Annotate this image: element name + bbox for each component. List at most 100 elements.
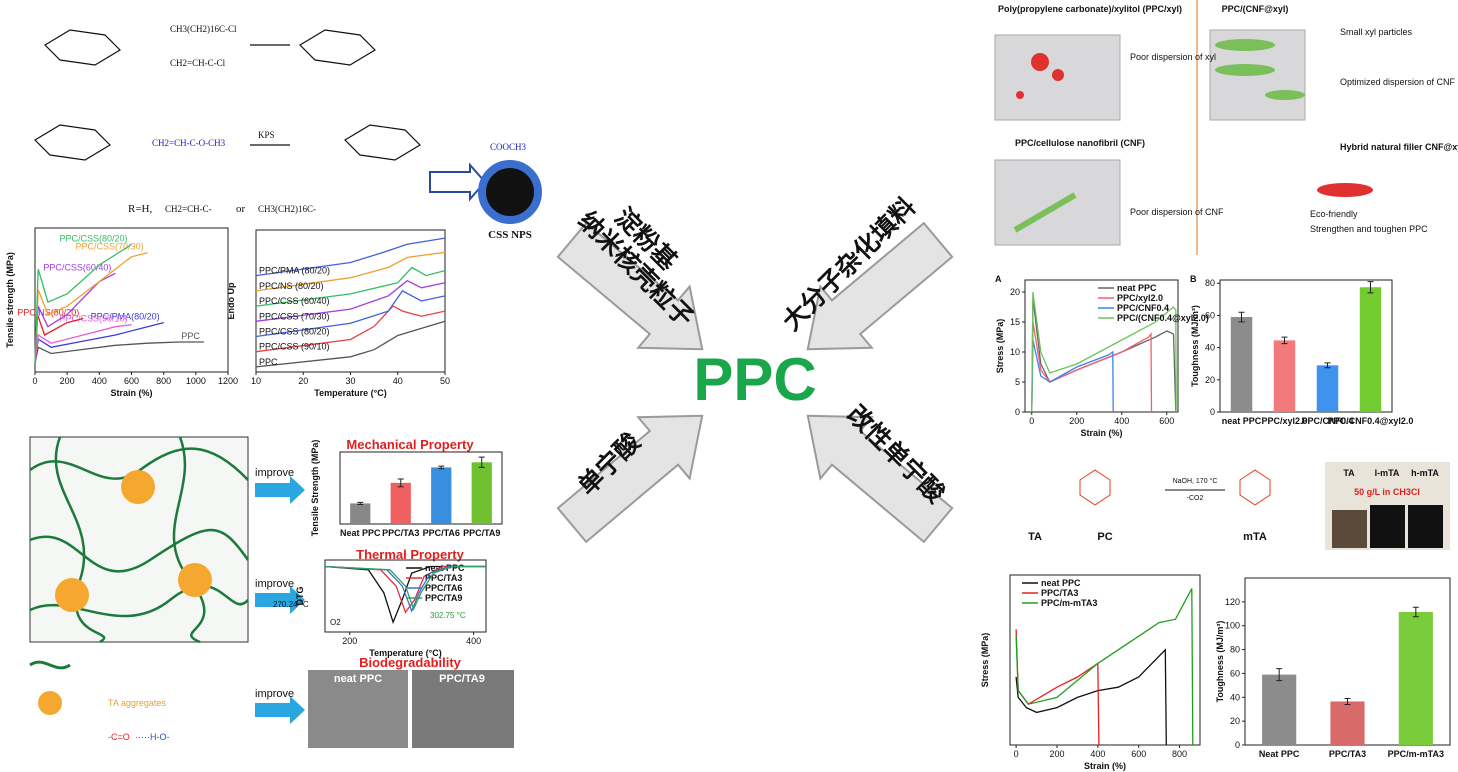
y-axis-label: Tensile strength (MPa) <box>5 252 15 348</box>
chem-scheme <box>34 29 487 202</box>
compound-label: PC <box>1097 531 1112 543</box>
y-axis-label: Tensile Strength (MPa) <box>310 440 320 537</box>
series-label: PPC/CSS(80/20) <box>59 233 127 243</box>
xyl-particle <box>1016 91 1024 99</box>
x-tick-label: Neat PPC <box>1259 749 1300 759</box>
y-tick-label: 10 <box>1010 347 1020 357</box>
reagent: COOCH3 <box>490 142 527 152</box>
series-label: PPC/CSS (80/20) <box>259 327 330 337</box>
improve-arrow <box>255 586 305 614</box>
note: Optimized dispersion of CNF <box>1340 77 1456 87</box>
r-group: R=H, <box>128 203 152 215</box>
y-tick-label: 0 <box>1015 407 1020 417</box>
plot-frame <box>1009 574 1201 746</box>
x-tick-label: PPC/CNF0.4@xyl2.0 <box>1328 416 1414 426</box>
x-tick-label: 600 <box>1131 749 1146 759</box>
y-tick-label: 80 <box>1205 278 1215 288</box>
x-tick-label: PPC/m-mTA3 <box>1388 749 1444 759</box>
note: Hybrid natural filler CNF@xyl <box>1340 142 1458 152</box>
xyl-particle <box>1031 53 1049 71</box>
chain-icon <box>29 660 71 670</box>
x-tick-label: 1200 <box>218 376 238 386</box>
error-bar <box>1281 336 1288 345</box>
x-tick-label: 400 <box>1114 416 1129 426</box>
plot-frame <box>339 451 503 525</box>
reagent: CH2=CH-C-Cl <box>170 58 226 68</box>
y-tick-label: 120 <box>1225 597 1240 607</box>
y-tick-label: 0 <box>1235 740 1240 750</box>
cnf <box>1013 192 1077 233</box>
xyl-particle <box>1052 69 1064 81</box>
improve-arrows <box>255 476 305 724</box>
improve-arrow <box>255 696 305 724</box>
x-tick-label: PPC/TA9 <box>463 528 500 538</box>
legend-label: PPC/TA3 <box>1041 588 1078 598</box>
series-line <box>34 243 132 364</box>
legend-label: PPC/TA3 <box>425 573 462 583</box>
y-tick-label: 20 <box>1230 716 1240 726</box>
error-bar <box>1238 311 1245 323</box>
bar <box>1230 317 1253 412</box>
series-label: PPC/CSS(60/40) <box>43 262 111 272</box>
error-bar <box>438 465 445 470</box>
series-line <box>1031 291 1177 413</box>
vial-label: TA <box>1343 468 1355 478</box>
annotation: O2 <box>330 618 341 627</box>
series-line <box>255 320 446 368</box>
x-axis-label: Strain (%) <box>1080 428 1122 438</box>
series-label: PPC <box>259 357 278 367</box>
x-tick-label: 600 <box>1159 416 1174 426</box>
sugar-ring <box>34 124 111 161</box>
vial-label: h-mTA <box>1411 468 1439 478</box>
improve-label: improve <box>255 688 294 700</box>
legend-label: neat PPC <box>1117 283 1157 293</box>
series-line <box>1015 629 1100 746</box>
series-label: PPC/CSS (90/10) <box>259 342 330 352</box>
network-box <box>29 436 249 643</box>
r-group: CH2=CH-C- <box>165 204 212 214</box>
y-axis-label: Endo Up <box>226 282 236 319</box>
x-tick-label: 30 <box>345 376 355 386</box>
annotation: 302.75 °C <box>430 611 466 620</box>
series-label: PPC/NS(80/20) <box>17 308 79 318</box>
annotation: 270.24 °C <box>273 600 309 609</box>
section-title: Biodegradability <box>359 655 462 670</box>
error-bar <box>1367 281 1374 294</box>
y-tick-label: 15 <box>1010 317 1020 327</box>
bar <box>1316 365 1339 412</box>
y-axis-label: Toughness (MJ/m³) <box>1215 621 1225 703</box>
error-bar <box>357 501 364 505</box>
error-bar <box>1276 668 1283 682</box>
series-label: PPC/NS (80/20) <box>259 281 324 291</box>
series-line <box>34 324 132 364</box>
x-tick-label: 200 <box>60 376 75 386</box>
legend-label: PPC/TA9 <box>425 593 462 603</box>
bar <box>390 482 411 524</box>
y-tick-label: 80 <box>1230 645 1240 655</box>
x-tick-label: 10 <box>251 376 261 386</box>
x-tick-label: 0 <box>1014 749 1019 759</box>
bar <box>471 462 492 524</box>
panel-label: A <box>995 274 1002 284</box>
error-bar <box>1344 697 1351 705</box>
reagent: CH3(CH2)16C-Cl <box>170 24 237 34</box>
series-label: PPC/PMA(80/20) <box>91 312 160 322</box>
x-tick-label: PPC/CNF0.4 <box>1301 416 1353 426</box>
improve-label: improve <box>255 467 294 479</box>
legend-text: ·····H-O- <box>135 732 169 742</box>
chart-title: Thermal Property <box>356 547 464 562</box>
legend-text: TA aggregates <box>108 698 166 708</box>
bar <box>431 467 452 524</box>
note: Poor dispersion of CNF <box>1130 207 1224 217</box>
x-axis-label: Temperature (°C) <box>369 648 441 658</box>
plot-frame <box>324 559 487 633</box>
series-line <box>1015 648 1167 746</box>
arrow <box>556 221 704 351</box>
panel-title: PPC/cellulose nanofibril (CNF) <box>1015 138 1145 148</box>
x-axis-label: Strain (%) <box>1084 761 1126 771</box>
series-line <box>324 565 486 611</box>
x-tick-label: 200 <box>342 636 357 646</box>
panel-label: B <box>1190 274 1197 284</box>
series-line <box>324 565 486 625</box>
series-line <box>1031 321 1153 413</box>
